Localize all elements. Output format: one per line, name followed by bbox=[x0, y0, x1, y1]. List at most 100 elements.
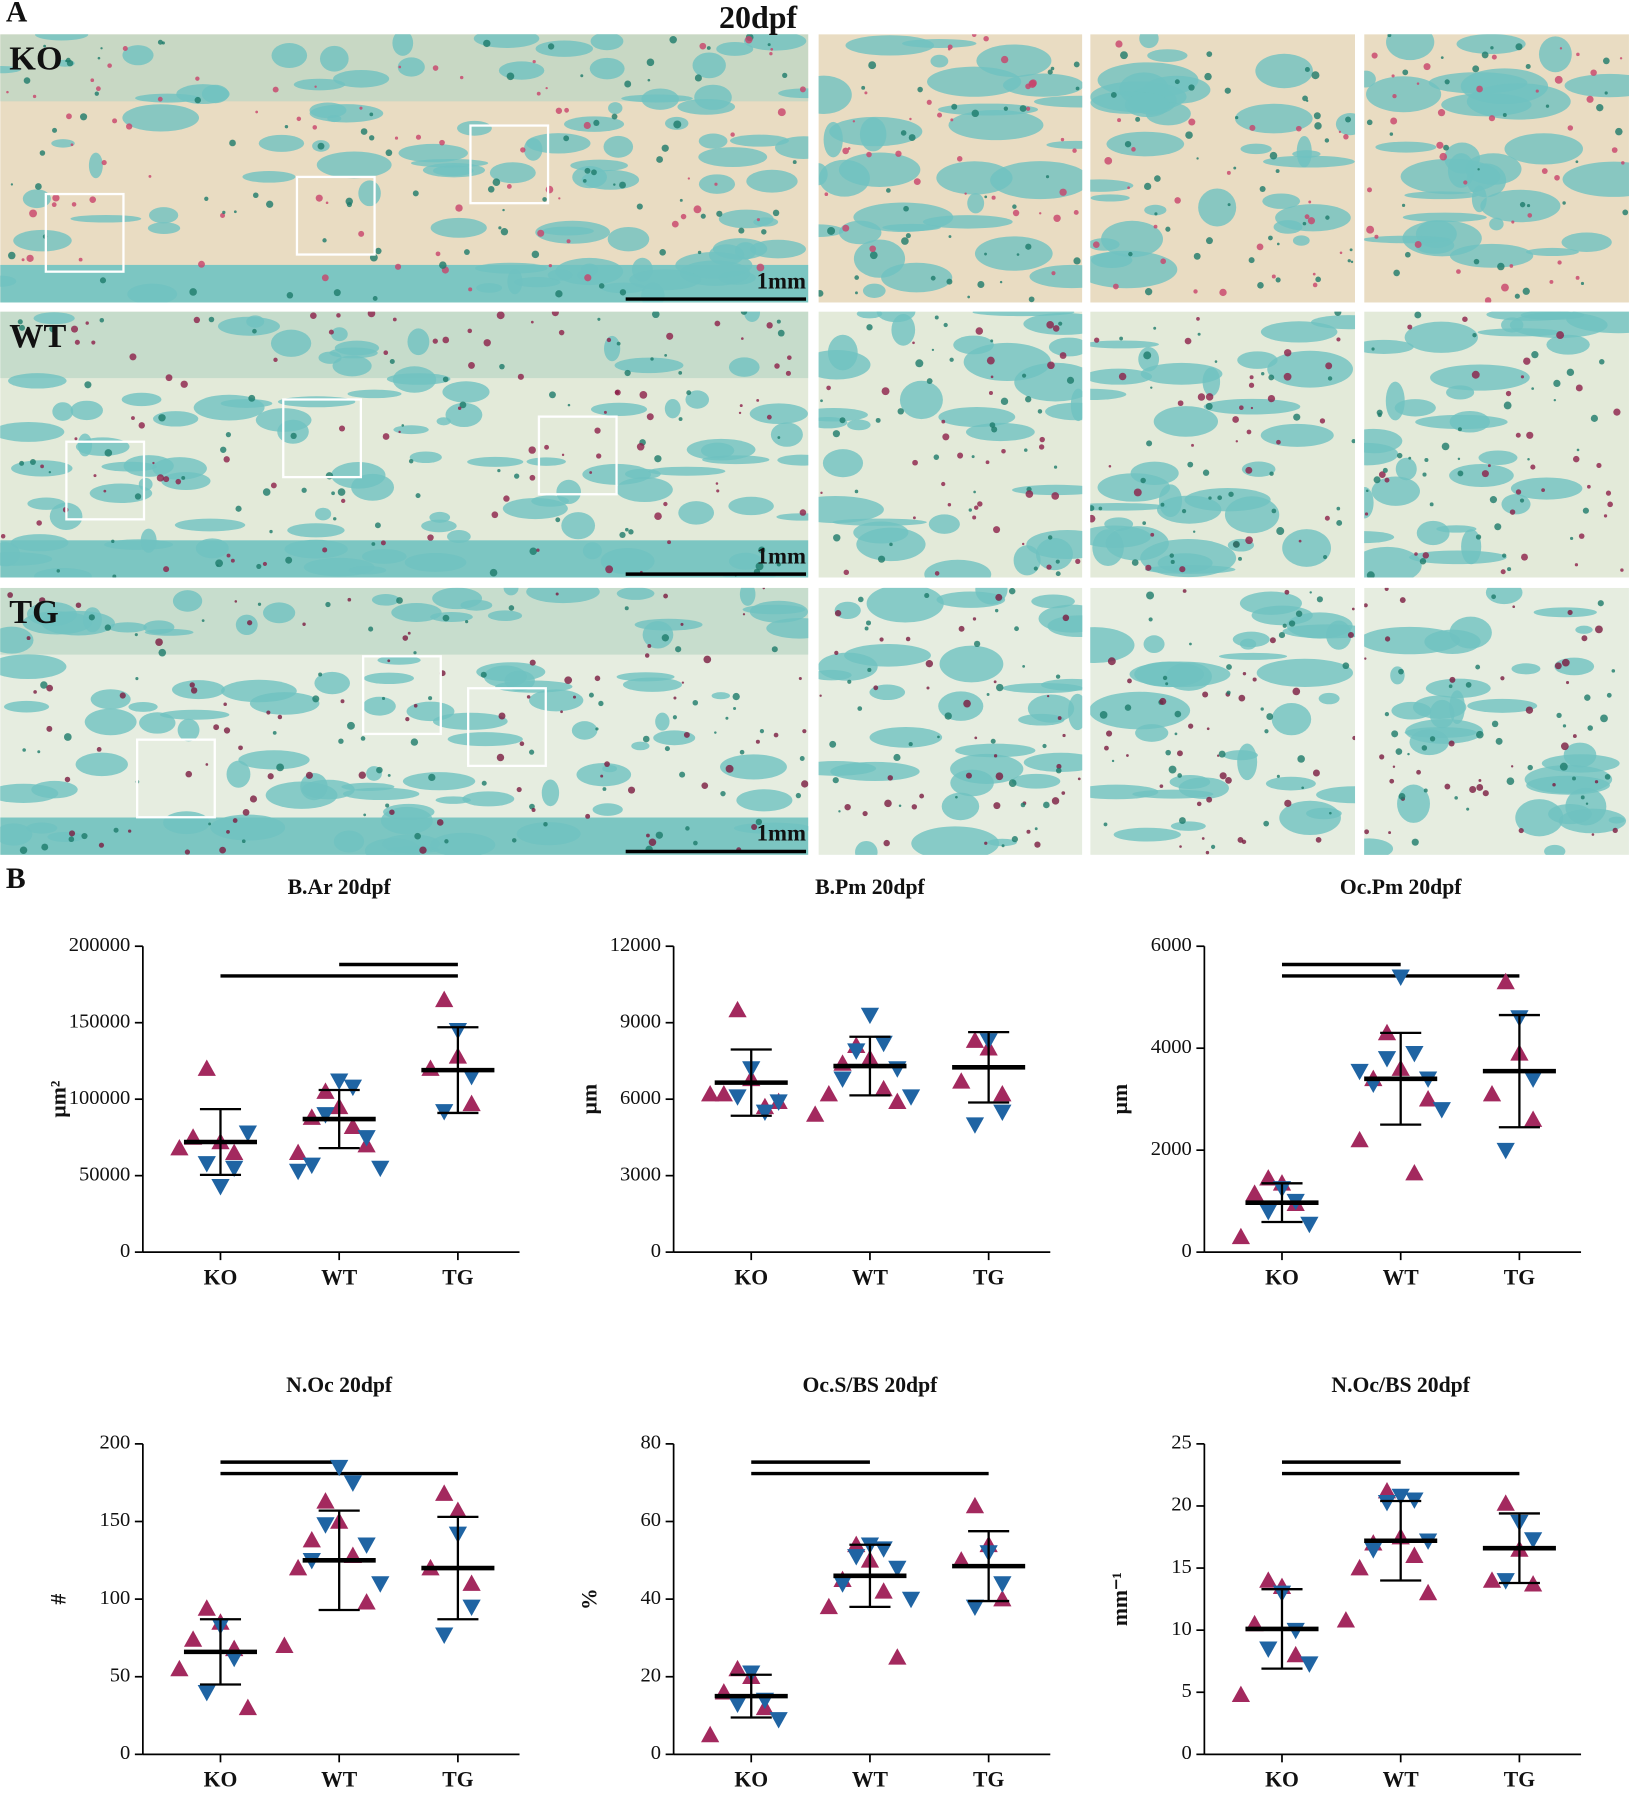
stain bbox=[886, 188, 891, 193]
stain bbox=[537, 229, 545, 237]
stain bbox=[545, 86, 548, 90]
stain bbox=[257, 602, 262, 606]
stain bbox=[1515, 43, 1523, 51]
stain bbox=[988, 390, 993, 395]
stain bbox=[1269, 471, 1274, 476]
stain bbox=[371, 542, 376, 546]
bone bbox=[235, 614, 258, 636]
stain bbox=[834, 650, 839, 655]
stain bbox=[832, 777, 839, 784]
stain bbox=[1569, 536, 1574, 541]
bone bbox=[838, 220, 882, 245]
stain bbox=[157, 96, 163, 102]
stain bbox=[611, 113, 618, 120]
stain bbox=[480, 671, 487, 678]
stain bbox=[496, 311, 505, 320]
data-point bbox=[769, 1712, 788, 1729]
y-tick-label: 20 bbox=[1171, 1494, 1192, 1516]
stain bbox=[496, 753, 505, 762]
stain bbox=[1572, 734, 1577, 738]
stain bbox=[584, 167, 591, 174]
stain bbox=[1127, 678, 1132, 684]
bone bbox=[0, 823, 33, 846]
bone bbox=[561, 512, 596, 540]
bone bbox=[371, 594, 400, 606]
stain bbox=[1519, 201, 1526, 208]
stain bbox=[428, 696, 433, 701]
stain bbox=[1059, 188, 1067, 196]
stain bbox=[963, 699, 971, 708]
stain bbox=[1531, 351, 1539, 359]
stain bbox=[1075, 86, 1080, 91]
bone bbox=[90, 689, 131, 710]
data-point bbox=[1482, 1571, 1502, 1588]
scale-bar-label: 1mm bbox=[757, 821, 806, 846]
stain bbox=[52, 194, 60, 202]
stain bbox=[487, 186, 495, 193]
bone bbox=[990, 161, 1083, 200]
stain bbox=[1026, 829, 1031, 834]
stain bbox=[96, 747, 102, 752]
stain bbox=[834, 610, 842, 617]
data-point bbox=[965, 1031, 985, 1048]
stain bbox=[756, 218, 760, 222]
stain bbox=[993, 680, 997, 684]
stain bbox=[1603, 514, 1608, 518]
stain bbox=[774, 363, 780, 369]
stain bbox=[854, 275, 859, 280]
stain bbox=[1110, 92, 1117, 98]
stain bbox=[39, 597, 46, 604]
bone bbox=[0, 422, 65, 442]
stain bbox=[986, 356, 995, 365]
bone bbox=[309, 102, 347, 119]
bone bbox=[0, 783, 59, 804]
stain bbox=[1384, 711, 1390, 717]
bone bbox=[642, 621, 674, 649]
data-point bbox=[1405, 1546, 1424, 1563]
stain bbox=[697, 250, 702, 255]
data-point bbox=[462, 1599, 481, 1617]
stain bbox=[1028, 80, 1037, 88]
data-point bbox=[211, 1179, 230, 1196]
bone bbox=[277, 396, 356, 408]
stain bbox=[360, 736, 366, 741]
bone bbox=[1390, 666, 1405, 685]
stain bbox=[958, 625, 965, 632]
stain bbox=[1284, 799, 1292, 807]
stain bbox=[564, 676, 573, 685]
bone bbox=[242, 171, 296, 183]
y-tick-label: 12000 bbox=[610, 934, 661, 956]
data-point bbox=[1231, 1685, 1251, 1703]
stain bbox=[598, 700, 604, 707]
stain bbox=[84, 381, 92, 389]
bone bbox=[641, 282, 665, 303]
stain bbox=[223, 727, 231, 734]
bone bbox=[1239, 591, 1302, 615]
stain bbox=[1148, 617, 1153, 622]
stain bbox=[1391, 74, 1395, 78]
data-point bbox=[888, 1092, 907, 1110]
stain bbox=[1554, 174, 1560, 181]
stain bbox=[296, 116, 302, 122]
stain bbox=[1507, 567, 1512, 572]
bone bbox=[1097, 473, 1171, 502]
stain bbox=[1448, 740, 1455, 747]
stain bbox=[333, 289, 341, 297]
stain bbox=[189, 682, 195, 688]
stain bbox=[163, 476, 170, 483]
bone bbox=[0, 552, 53, 566]
stain bbox=[1390, 117, 1398, 125]
stain bbox=[428, 773, 436, 782]
x-tick-label: WT bbox=[321, 1768, 358, 1792]
bone bbox=[1014, 362, 1083, 402]
stain bbox=[1475, 664, 1481, 670]
stain bbox=[158, 648, 167, 657]
stain bbox=[1232, 540, 1240, 548]
y-tick-label: 40 bbox=[641, 1587, 662, 1609]
data-point bbox=[288, 1143, 308, 1161]
bone bbox=[698, 133, 728, 149]
data-point bbox=[847, 1043, 866, 1060]
bone bbox=[1395, 457, 1417, 481]
